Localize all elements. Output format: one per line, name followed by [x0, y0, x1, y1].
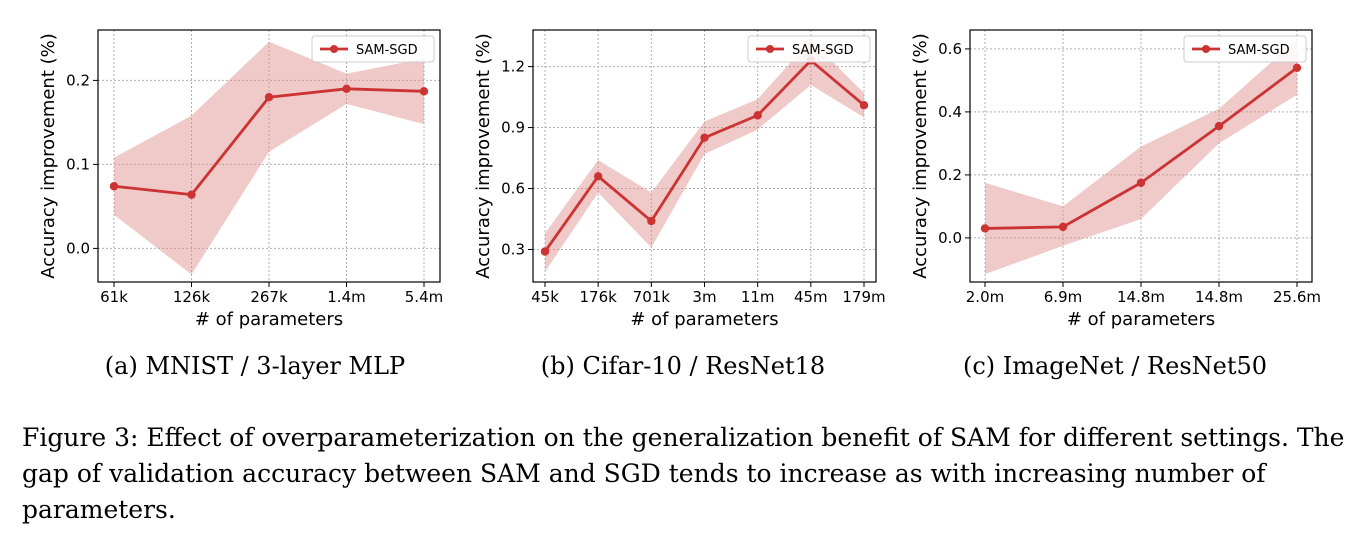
data-point — [859, 100, 869, 110]
data-point — [700, 133, 709, 142]
figure-caption: Figure 3: Effect of overparameterization… — [22, 423, 1345, 524]
legend-label: SAM-SGD — [792, 43, 854, 58]
x-tick-label: 701k — [633, 288, 671, 306]
data-point — [187, 190, 196, 199]
data-point — [980, 224, 990, 233]
x-tick-label: 1.4m — [327, 288, 365, 306]
x-tick-label: 14.8m — [1117, 288, 1165, 306]
legend-marker — [766, 45, 774, 53]
x-tick-label: 25.6m — [1273, 288, 1321, 306]
data-point — [419, 87, 429, 96]
subcaption-b: (b) Cifar-10 / ResNet18 — [540, 352, 826, 380]
data-point — [1214, 121, 1224, 131]
confidence-band — [114, 41, 424, 275]
data-point — [647, 216, 656, 226]
x-tick-label: 3m — [692, 288, 716, 306]
legend: SAM-SGD — [311, 35, 435, 63]
legend-box — [747, 35, 871, 63]
data-point — [1292, 63, 1302, 72]
chart-panel-cifar10: 45k 176k 701k 3m 11m 45m 179m 0.3 0.6 0.9 1.2 # of … — [473, 29, 886, 330]
x-tick-label: 179m — [842, 288, 885, 306]
data-point — [593, 172, 603, 181]
x-tick-label: 45m — [794, 288, 828, 306]
y-tick-label: 0.6 — [501, 180, 525, 198]
x-tick-label: 5.4m — [405, 288, 443, 306]
y-tick-label: 0.1 — [66, 155, 90, 173]
x-tick-label: 14.8m — [1195, 288, 1243, 306]
x-tick-label: 267k — [250, 288, 288, 306]
confidence-band — [545, 40, 864, 272]
legend: SAM-SGD — [1183, 35, 1307, 63]
x-tick-label: 6.9m — [1044, 288, 1082, 306]
y-tick-label: 1.2 — [501, 58, 525, 76]
y-tick-label: 0.3 — [501, 240, 525, 258]
chart-panel-mnist: 61k 126k 267k 1.4m 5.4m 0.0 0.1 0.2 # of paramet… — [38, 29, 443, 330]
data-point — [342, 84, 351, 94]
x-tick-label: 126k — [173, 288, 211, 306]
y-tick-label: 0.0 — [938, 229, 962, 247]
confidence-band — [985, 39, 1297, 275]
subcaption-a: (a) MNIST / 3-layer MLP — [104, 352, 406, 380]
x-tick-label: 45k — [531, 288, 559, 306]
y-tick-label: 0.0 — [66, 239, 90, 257]
x-tick-label: 11m — [741, 288, 775, 306]
y-axis-label: Accuracy improvement (%) — [38, 33, 59, 279]
y-tick-label: 0.6 — [938, 40, 962, 58]
x-axis-label: # of parameters — [195, 309, 343, 330]
data-point — [753, 111, 762, 120]
y-tick-label: 0.2 — [938, 166, 962, 184]
legend-label: SAM-SGD — [1228, 43, 1290, 58]
data-point — [1058, 222, 1068, 232]
y-tick-label: 0.2 — [66, 71, 90, 89]
legend-box — [311, 35, 435, 63]
y-tick-label: 0.4 — [938, 103, 962, 121]
data-point — [540, 247, 550, 256]
legend: SAM-SGD — [747, 35, 871, 63]
legend-label: SAM-SGD — [356, 43, 418, 58]
x-axis-label: # of parameters — [1067, 309, 1215, 330]
subcaption-c: (c) ImageNet / ResNet50 — [962, 352, 1268, 380]
x-axis-label: # of parameters — [630, 309, 778, 330]
data-point — [109, 182, 119, 191]
legend-marker — [330, 45, 338, 53]
legend-marker — [1202, 45, 1210, 53]
x-tick-label: 176k — [580, 288, 618, 306]
data-point — [1136, 178, 1146, 187]
y-axis-label: Accuracy improvement (%) — [912, 33, 931, 279]
data-point — [264, 93, 274, 102]
x-tick-label: 2.0m — [966, 288, 1004, 306]
y-axis-label: Accuracy improvement (%) — [473, 33, 494, 279]
y-tick-label: 0.9 — [501, 119, 525, 137]
legend-box — [1183, 35, 1307, 63]
chart-panel-imagenet: 2.0m 6.9m 14.8m 14.8m 25.6m 0.0 0.2 0.4 0.6 # of … — [912, 29, 1321, 330]
x-tick-label: 61k — [100, 288, 128, 306]
